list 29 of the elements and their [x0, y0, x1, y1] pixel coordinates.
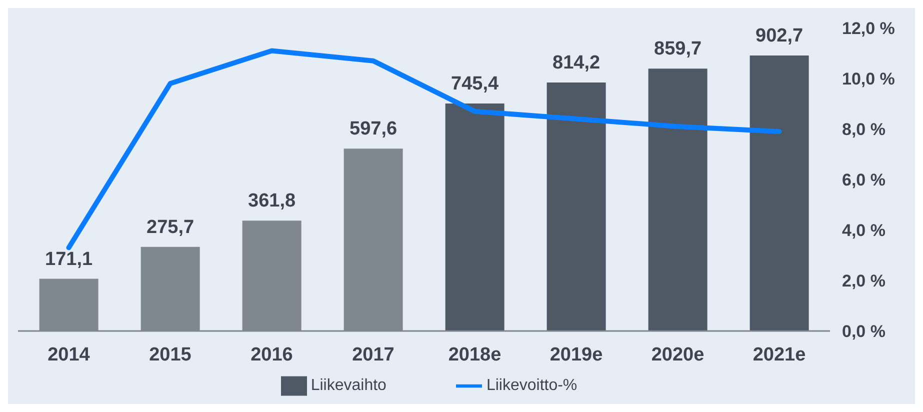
bar	[750, 56, 809, 331]
y2-tick-label: 6,0 %	[842, 170, 886, 190]
x-tick-label: 2021e	[752, 344, 806, 366]
y2-tick-label: 12,0 %	[842, 19, 895, 38]
x-tick-label: 2019e	[550, 344, 603, 366]
data-label: 275,7	[146, 216, 194, 238]
data-label: 745,4	[451, 74, 500, 95]
y2-tick-label: 8,0 %	[842, 120, 886, 140]
data-label: 361,8	[248, 190, 296, 212]
data-label: 859,7	[654, 38, 702, 60]
x-tick-label: 2018e	[448, 344, 502, 366]
y2-tick-label: 10,0 %	[842, 70, 895, 89]
data-label: 902,7	[756, 26, 804, 47]
data-label: 171,1	[45, 248, 94, 270]
x-tick-label: 2017	[352, 344, 394, 366]
bar	[546, 82, 606, 331]
y2-tick-label: 4,0 %	[842, 221, 886, 240]
y2-tick-label: 0,0 %	[842, 322, 886, 342]
legend-label: Liikevaihto	[310, 377, 386, 394]
bar	[648, 68, 708, 331]
data-label: 814,2	[552, 52, 600, 74]
data-label: 597,6	[350, 118, 398, 140]
x-tick-label: 2014	[48, 344, 90, 366]
y2-tick-label: 2,0 %	[842, 272, 886, 291]
x-tick-label: 2016	[250, 344, 293, 366]
bar	[445, 104, 504, 331]
x-tick-label: 2020e	[651, 344, 704, 366]
x-tick-label: 2015	[149, 344, 192, 366]
legend-label: Liikevoitto-%	[486, 377, 578, 394]
